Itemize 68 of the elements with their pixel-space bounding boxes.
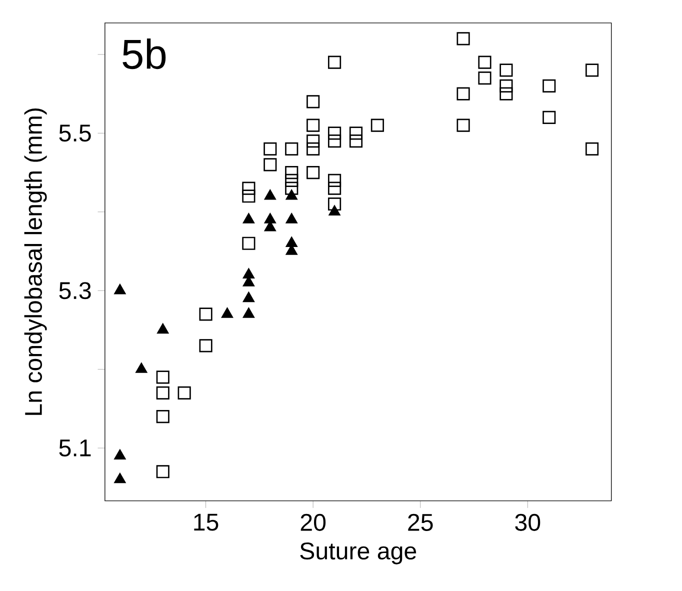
- point: [328, 174, 342, 187]
- point: [221, 307, 233, 318]
- point: [114, 449, 126, 460]
- point: [156, 464, 170, 478]
- y-tick-label: 5.3: [59, 282, 91, 299]
- point: [328, 126, 342, 140]
- point: [285, 174, 298, 187]
- point: [542, 79, 556, 92]
- point: [306, 142, 320, 156]
- point: [478, 71, 492, 84]
- point: [286, 213, 298, 224]
- x-tick-label: 30: [515, 514, 540, 531]
- y-tick-label: 5.1: [59, 439, 91, 456]
- point: [199, 307, 212, 321]
- point: [542, 110, 556, 124]
- point: [264, 189, 276, 200]
- point: [178, 386, 191, 400]
- point: [586, 63, 599, 77]
- annotation: 5b: [122, 38, 166, 69]
- point: [156, 386, 170, 400]
- point: [349, 134, 363, 148]
- point: [199, 338, 212, 352]
- point: [285, 182, 298, 195]
- point: [306, 118, 320, 132]
- point: [500, 63, 513, 77]
- point: [328, 197, 342, 210]
- point: [328, 205, 340, 216]
- x-axis-title: Suture age: [300, 542, 416, 564]
- point: [114, 284, 126, 294]
- x-tick-label: 15: [194, 514, 218, 531]
- point: [349, 126, 363, 140]
- point: [500, 87, 513, 100]
- point: [586, 142, 599, 156]
- point: [285, 166, 298, 179]
- point: [242, 182, 256, 195]
- y-tick-label: 5.5: [59, 124, 91, 142]
- point: [242, 307, 254, 318]
- point: [306, 166, 320, 179]
- point: [264, 142, 277, 156]
- point: [500, 79, 513, 92]
- point: [156, 410, 170, 423]
- point: [306, 134, 320, 148]
- point: [114, 472, 126, 483]
- point: [136, 362, 148, 373]
- point: [242, 236, 256, 250]
- point: [157, 323, 169, 334]
- point: [242, 292, 254, 302]
- y-axis-title: Ln condylobasal length (mm): [24, 108, 47, 415]
- point: [328, 134, 342, 148]
- point: [242, 189, 256, 202]
- point: [286, 236, 298, 247]
- point: [286, 189, 298, 200]
- point: [285, 142, 298, 156]
- point: [242, 268, 254, 278]
- point: [264, 213, 276, 224]
- point: [456, 87, 470, 100]
- x-tick-label: 20: [300, 514, 326, 531]
- point: [456, 32, 470, 46]
- x-tick-label: 25: [408, 514, 433, 531]
- point: [242, 213, 254, 224]
- point: [328, 56, 342, 69]
- point: [328, 182, 342, 195]
- point: [264, 158, 277, 172]
- point: [456, 118, 470, 132]
- point: [370, 118, 384, 132]
- point: [478, 56, 492, 69]
- point: [306, 94, 320, 108]
- point: [156, 370, 170, 384]
